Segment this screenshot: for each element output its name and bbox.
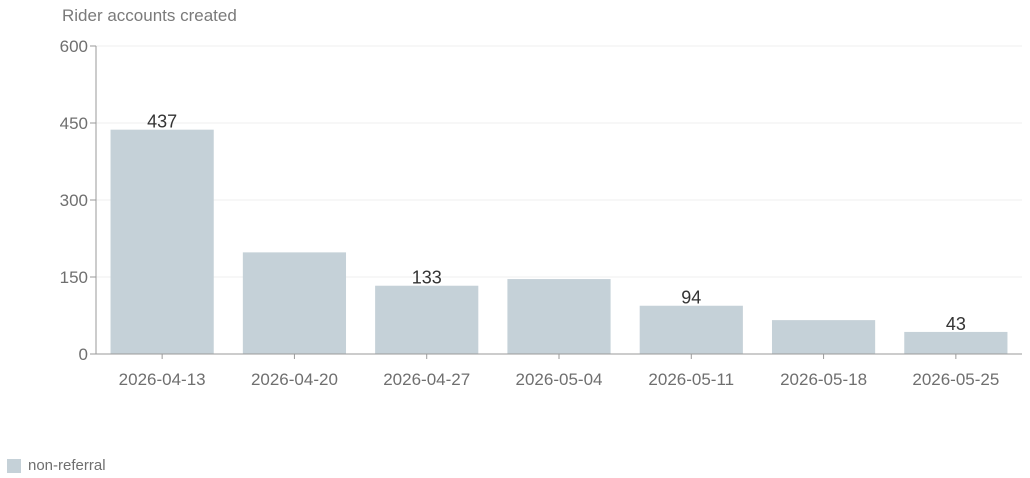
data-label: 133: [412, 268, 442, 288]
x-tick-label: 2026-05-04: [516, 370, 603, 389]
bar: [639, 305, 743, 354]
bar-chart: 0 150 300 450 600 2026-04-13 2026-04-20 2026-04…: [60, 6, 1022, 389]
legend-swatch: [7, 458, 21, 473]
data-labels: 437 133 94 43: [147, 112, 966, 334]
data-label: 437: [147, 112, 177, 132]
axes: 0 150 300 450 600 2026-04-13 2026-04-20 2026-04…: [60, 37, 1022, 389]
x-tick-label: 2026-04-27: [383, 370, 470, 389]
x-tick-label: 2026-05-25: [912, 370, 999, 389]
legend: non-referral: [7, 457, 106, 474]
x-tick-label: 2026-05-11: [648, 370, 734, 389]
bar: [242, 252, 347, 354]
bar: [375, 285, 479, 354]
y-tick-label: 0: [79, 345, 88, 364]
bar: [507, 279, 611, 354]
y-tick-label: 600: [60, 37, 88, 56]
bar: [110, 129, 214, 354]
data-label: 94: [681, 288, 701, 308]
y-tick-label: 450: [60, 114, 88, 133]
x-tick-label: 2026-05-18: [780, 370, 867, 389]
bar: [771, 320, 876, 354]
grid: [96, 45, 1022, 278]
x-tick-label: 2026-04-20: [251, 370, 338, 389]
y-tick-label: 300: [60, 191, 88, 210]
bar: [904, 331, 1008, 354]
x-tick-label: 2026-04-13: [119, 370, 206, 389]
y-tick-label: 150: [60, 268, 88, 287]
bars: [110, 129, 1008, 354]
y-axis-title: Rider accounts created: [62, 6, 237, 25]
data-label: 43: [946, 314, 966, 334]
legend-label: non-referral: [28, 457, 106, 474]
